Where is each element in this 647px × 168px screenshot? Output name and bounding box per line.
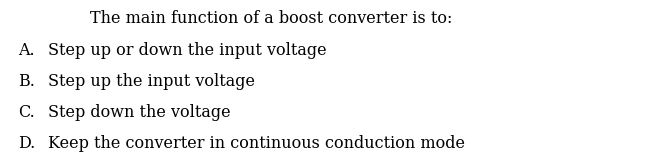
Text: Step up the input voltage: Step up the input voltage <box>48 73 255 90</box>
Text: Step down the voltage: Step down the voltage <box>48 104 230 121</box>
Text: A.: A. <box>18 42 35 59</box>
Text: The main function of a boost converter is to:: The main function of a boost converter i… <box>90 10 452 27</box>
Text: C.: C. <box>18 104 35 121</box>
Text: B.: B. <box>18 73 35 90</box>
Text: Keep the converter in continuous conduction mode: Keep the converter in continuous conduct… <box>48 135 465 152</box>
Text: Step up or down the input voltage: Step up or down the input voltage <box>48 42 327 59</box>
Text: D.: D. <box>18 135 35 152</box>
